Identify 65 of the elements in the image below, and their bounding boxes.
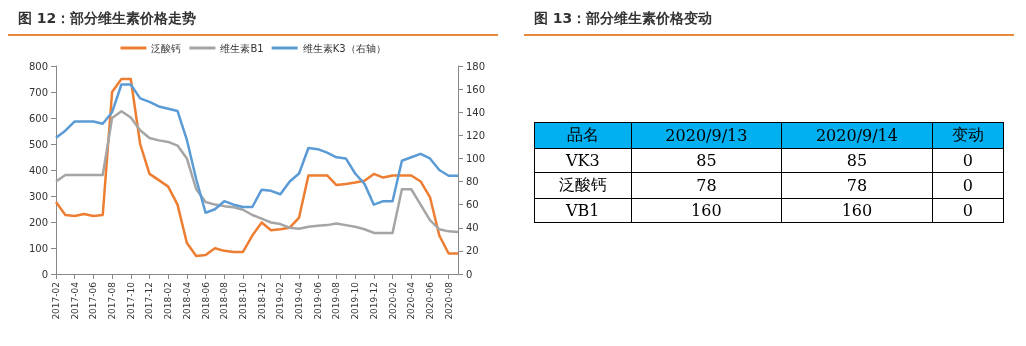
data-label: 160: [631, 198, 782, 223]
y2-tick-label: 40: [466, 222, 479, 234]
legend-label: 泛酸钙: [151, 42, 182, 54]
x-tick-label: 2019-10: [350, 281, 361, 320]
x-tick-label: 2019-06: [312, 281, 323, 320]
y2-tick-label: 0: [466, 268, 473, 280]
x-tick-label: 2018-02: [163, 282, 174, 320]
line-series: [54, 83, 460, 215]
y-tick-label: 泛酸钙: [534, 172, 632, 199]
data-label: 0: [932, 198, 1004, 223]
x-tick-label: 2018-08: [219, 281, 230, 320]
x-tick-label: 2020-08: [443, 281, 454, 320]
chart-title: 图 12：部分维生素价格走势: [8, 8, 498, 36]
chart-title: 图 13：部分维生素价格变动: [524, 8, 1014, 36]
x-tick-label: 2018-10: [237, 281, 248, 320]
x-tick-label: 2017-06: [88, 281, 99, 320]
y-tick-label: 100: [28, 242, 48, 254]
y-tick-label: 600: [28, 112, 48, 124]
y-tick-label: 0: [41, 268, 48, 280]
x-tick-label: 2020-02: [387, 282, 398, 320]
y2-tick-label: 20: [466, 245, 479, 257]
line-series: [54, 109, 460, 235]
y2-tick-label: 60: [466, 199, 479, 211]
x-tick-label: 2019-12: [368, 282, 379, 320]
data-label: 0: [932, 172, 1004, 199]
y-tick-label: 700: [28, 86, 48, 98]
x-tick-label: 2018-04: [181, 281, 192, 320]
y-tick-label: 400: [28, 164, 48, 176]
x-tick-label: 2017-04: [69, 281, 80, 320]
y2-tick-label: 160: [466, 83, 486, 95]
data-label: 0: [932, 148, 1004, 173]
y-tick-label: 300: [28, 190, 48, 202]
data-label: 160: [781, 198, 933, 223]
x-tick-label: 2017-08: [107, 281, 118, 320]
y2-tick-label: 120: [466, 129, 486, 141]
data-label: 85: [631, 148, 782, 173]
x-tick-label: 2018-12: [256, 282, 267, 320]
y-axis-title: 品名: [534, 122, 632, 149]
x-tick-label: 2019-04: [294, 281, 305, 320]
x-tick-label: 2017-10: [125, 281, 136, 320]
x-tick-label: 2020-04: [406, 281, 417, 320]
y-tick-label: 800: [28, 60, 48, 72]
x-tick-label: 2017-02: [51, 282, 61, 320]
x-tick-label: 2020/9/14: [781, 122, 933, 149]
y2-tick-label: 100: [466, 152, 486, 164]
y-tick-label: VB1: [534, 198, 632, 223]
y2-tick-label: 180: [466, 60, 486, 72]
x-tick-label: 2018-06: [200, 281, 211, 320]
x-tick-label: 变动: [932, 122, 1004, 149]
x-tick-label: 2019-02: [275, 282, 286, 320]
y-tick-label: 200: [28, 216, 48, 228]
y-tick-label: 500: [28, 138, 48, 150]
data-label: 78: [781, 172, 933, 199]
x-tick-label: 2020-06: [424, 281, 435, 320]
x-tick-label: 2019-08: [331, 281, 342, 320]
line-series: [54, 77, 460, 258]
legend-label: 维生素B1: [220, 42, 264, 54]
y-tick-label: VK3: [534, 148, 632, 173]
y2-tick-label: 140: [466, 106, 486, 118]
legend-label: 维生素K3（右轴）: [302, 42, 386, 54]
data-label: 78: [631, 172, 782, 199]
x-tick-label: 2020/9/13: [631, 122, 782, 149]
data-label: 85: [781, 148, 933, 173]
y2-tick-label: 80: [466, 176, 479, 188]
x-tick-label: 2017-12: [144, 282, 155, 320]
